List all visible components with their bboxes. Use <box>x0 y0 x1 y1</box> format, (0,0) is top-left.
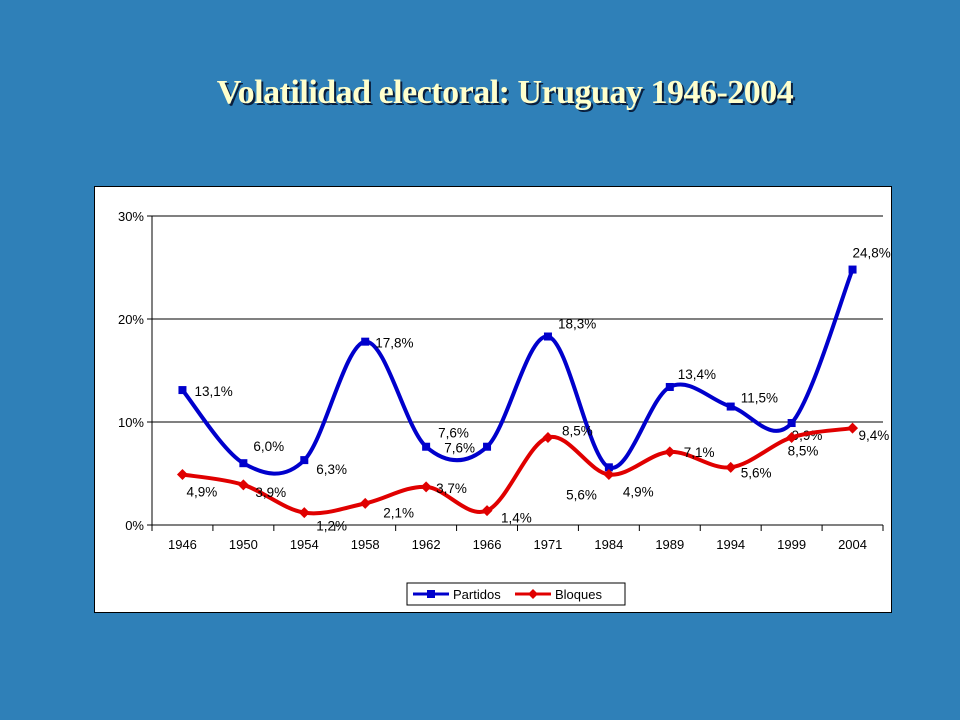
data-point-bloques <box>786 431 798 443</box>
data-label-partidos: 5,6% <box>566 487 597 502</box>
x-tick-label: 1994 <box>716 537 745 552</box>
data-label-partidos: 18,3% <box>558 317 596 332</box>
data-label-partidos: 17,8% <box>375 336 413 351</box>
data-point-bloques <box>359 497 371 509</box>
slide-title: Volatilidad electoral: Uruguay 1946-2004 <box>216 74 794 111</box>
x-tick-label: 1966 <box>473 537 502 552</box>
data-point-bloques <box>847 422 859 434</box>
data-point-bloques <box>237 479 249 491</box>
x-tick-label: 1984 <box>594 537 623 552</box>
data-label-bloques: 3,9% <box>255 485 286 500</box>
legend-marker-partidos <box>427 590 435 598</box>
data-point-bloques <box>298 507 310 519</box>
x-tick-label: 2004 <box>838 537 867 552</box>
data-point-partidos <box>543 332 552 341</box>
x-tick-label: 1989 <box>655 537 684 552</box>
data-point-bloques <box>481 505 493 517</box>
data-label-bloques: 8,5% <box>562 423 593 438</box>
data-point-bloques <box>603 469 615 481</box>
data-label-partidos: 24,8% <box>853 246 891 261</box>
x-tick-label: 1954 <box>290 537 319 552</box>
data-label-partidos: 13,1% <box>194 384 232 399</box>
x-tick-label: 1962 <box>412 537 441 552</box>
x-tick-label: 1958 <box>351 537 380 552</box>
data-point-bloques <box>664 446 676 458</box>
y-tick-label: 30% <box>118 209 144 224</box>
y-tick-label: 20% <box>118 312 144 327</box>
data-point-bloques <box>542 431 554 443</box>
data-label-bloques: 2,1% <box>383 505 414 520</box>
legend-label-bloques: Bloques <box>555 587 602 602</box>
data-point-partidos <box>665 382 674 391</box>
data-point-partidos <box>848 265 857 274</box>
data-label-bloques: 1,4% <box>501 511 532 526</box>
data-point-partidos <box>361 337 370 346</box>
data-label-partidos: 11,5% <box>741 391 778 406</box>
chart-area: 0% 10% 20% 30% 1946 1950 1954 1958 1962 1966 1971 1… <box>94 186 892 613</box>
data-point-partidos <box>178 386 187 395</box>
x-tick-label: 1946 <box>168 537 197 552</box>
data-label-bloques: 1,2% <box>316 519 347 534</box>
data-label-bloques: 4,9% <box>186 485 217 500</box>
data-label-partidos: 6,0% <box>253 439 284 454</box>
data-label-bloques: 4,9% <box>623 485 654 500</box>
data-point-partidos <box>483 442 492 451</box>
data-point-bloques <box>420 481 432 493</box>
data-point-partidos <box>422 442 431 451</box>
data-point-partidos <box>726 402 735 411</box>
data-label-partidos: 7,6% <box>444 441 475 456</box>
x-tick-label: 1999 <box>777 537 806 552</box>
data-label-bloques: 7,1% <box>684 445 715 460</box>
legend-marker-bloques <box>528 589 538 599</box>
x-tick-label: 1971 <box>533 537 562 552</box>
data-label-partidos: 13,4% <box>678 367 716 382</box>
data-point-partidos <box>787 419 796 428</box>
data-label-bloques: 3,7% <box>436 481 467 496</box>
y-tick-label: 0% <box>125 518 144 533</box>
data-label-partidos: 6,3% <box>316 462 347 477</box>
line-chart: 0%10%20%30%1946 1950 1954 1958 1962 1966 1971 1… <box>118 209 891 606</box>
data-label-partidos: 7,6% <box>438 426 469 441</box>
data-point-bloques <box>725 461 737 473</box>
data-point-partidos <box>239 459 248 468</box>
data-point-partidos <box>604 463 613 472</box>
data-point-bloques <box>176 469 188 481</box>
y-tick-label: 10% <box>118 415 144 430</box>
legend-label-partidos: Partidos <box>453 587 501 602</box>
x-tick-label: 1950 <box>229 537 258 552</box>
data-label-bloques: 8,5% <box>788 443 819 458</box>
data-label-bloques: 9,4% <box>859 428 890 443</box>
data-point-partidos <box>300 456 309 465</box>
data-label-bloques: 5,6% <box>741 465 772 480</box>
